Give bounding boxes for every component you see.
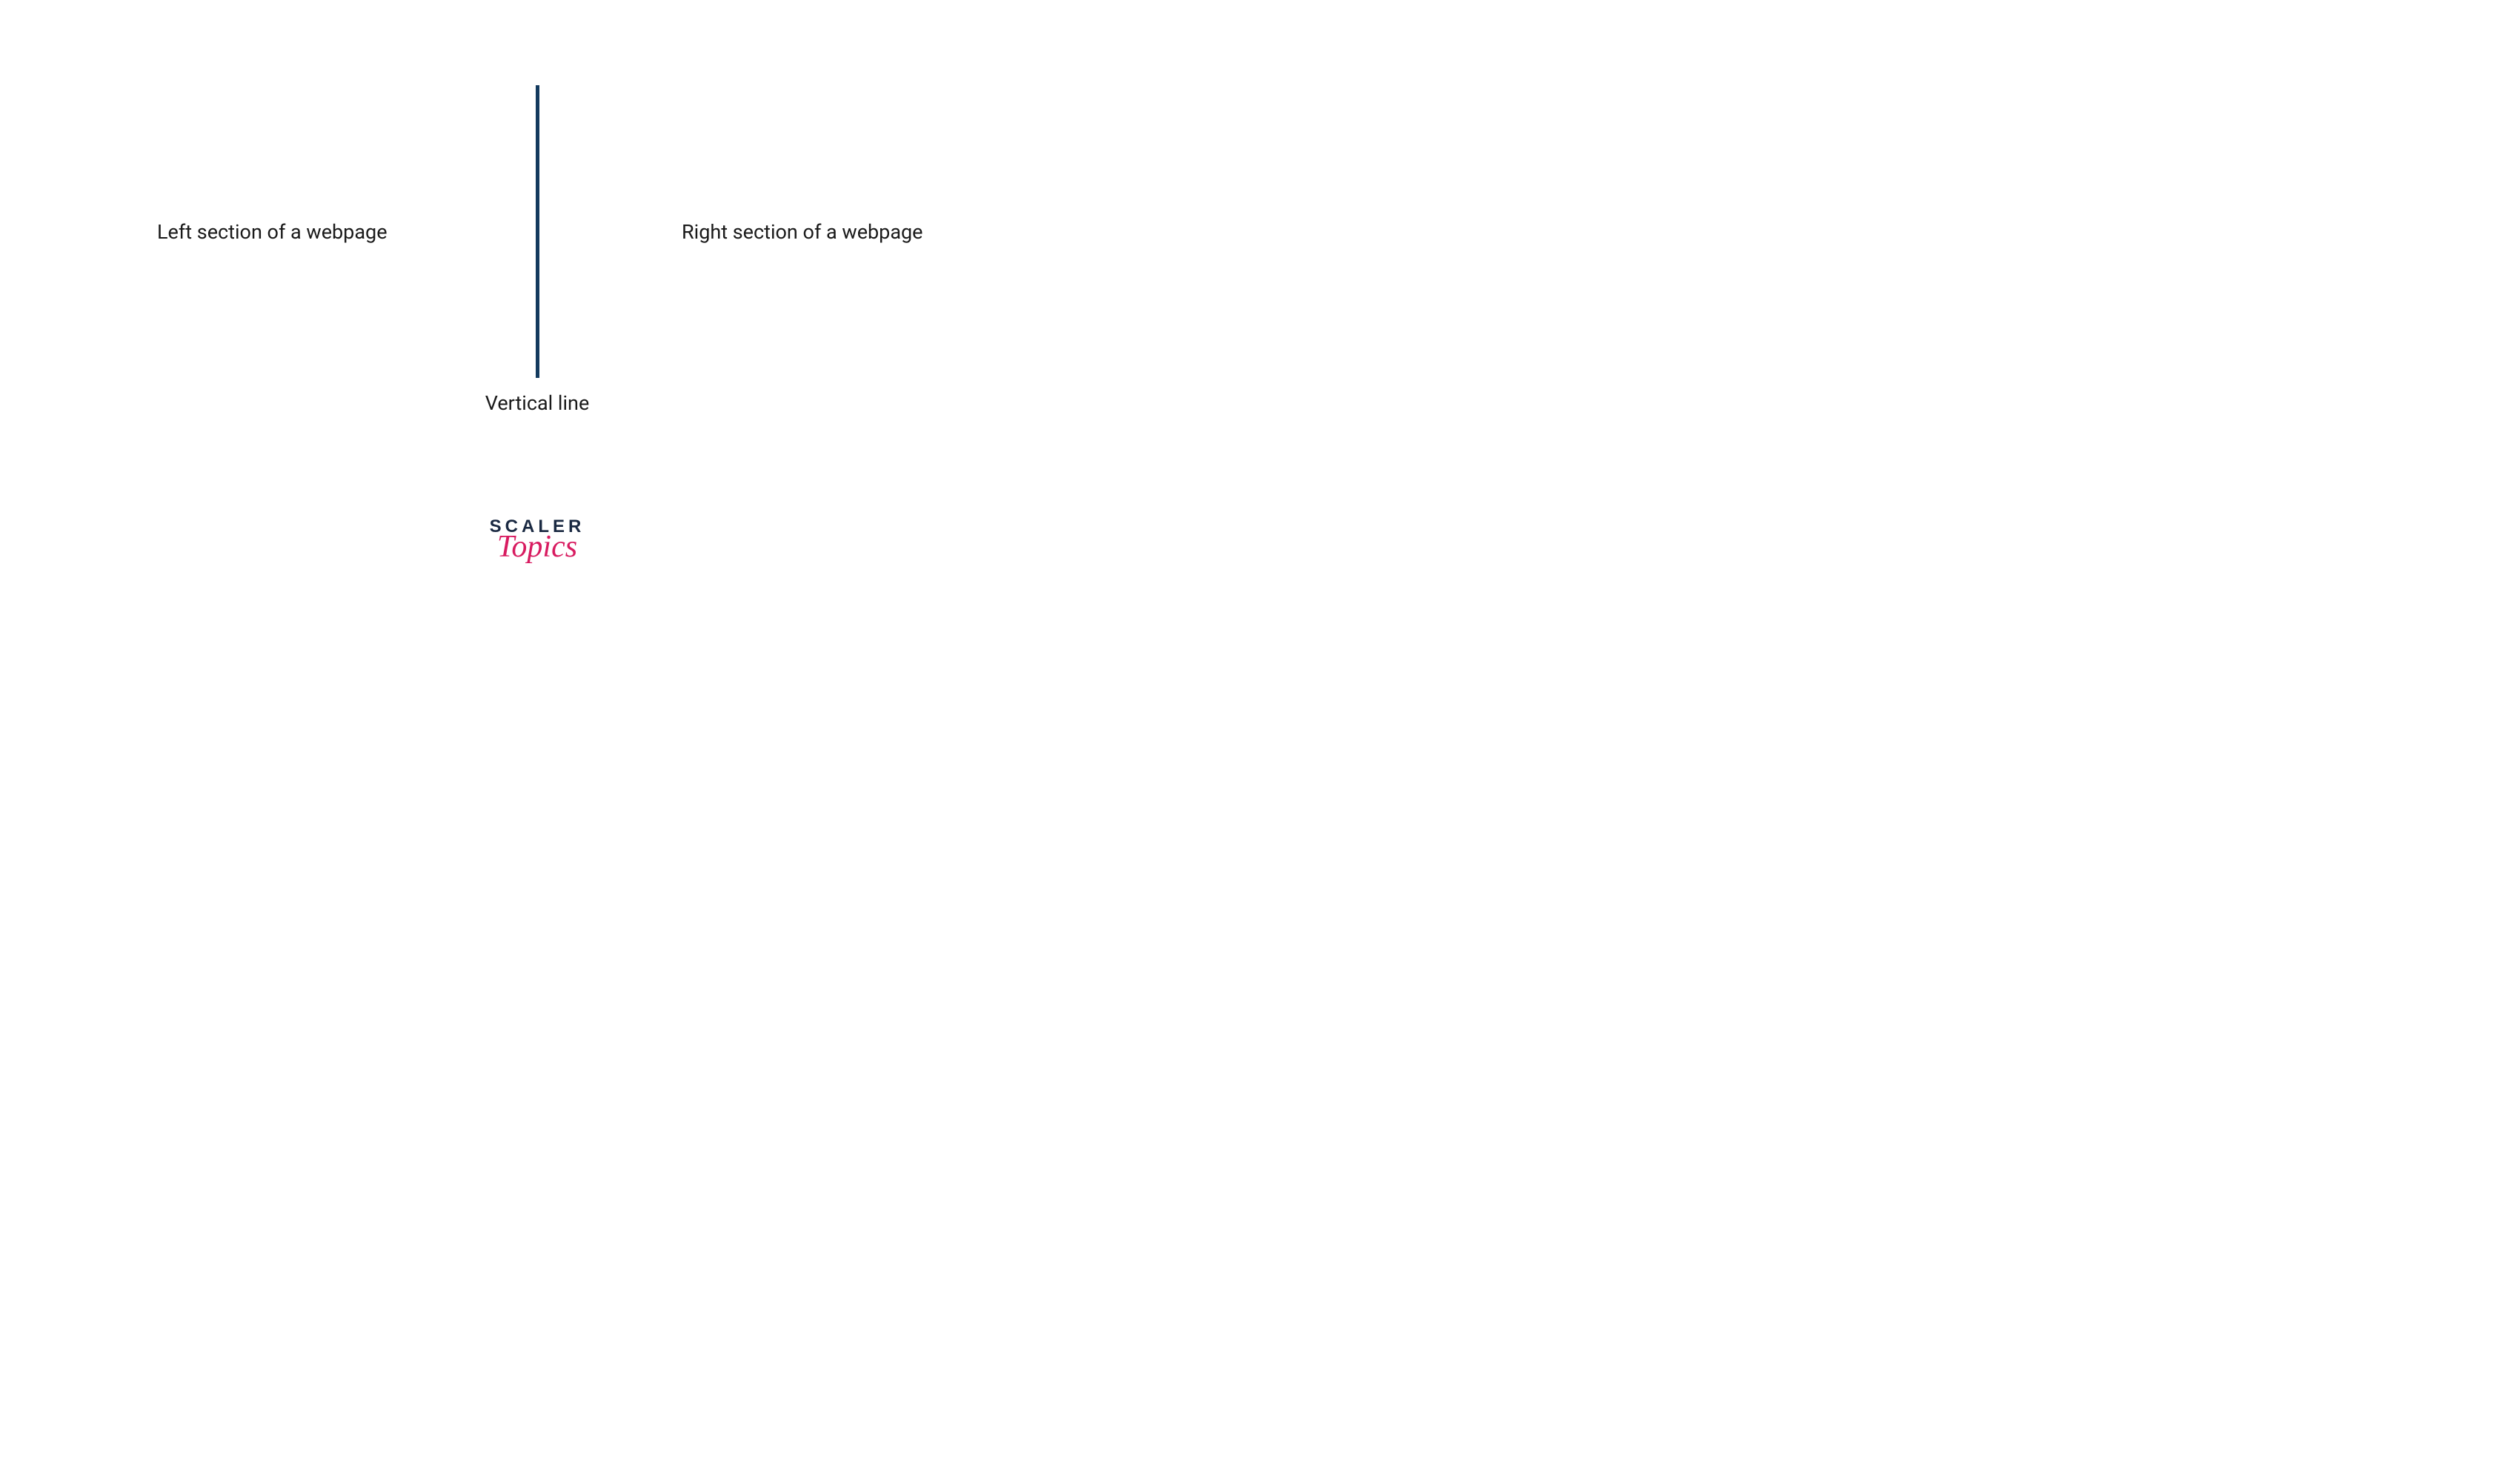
scaler-topics-logo: SCALER Topics (490, 516, 585, 562)
sections-row: Left section of a webpage Right section … (0, 85, 1074, 378)
logo-brand-bottom: Topics (497, 531, 577, 562)
diagram-container: Left section of a webpage Right section … (0, 85, 1074, 415)
right-section: Right section of a webpage (539, 85, 1066, 378)
left-section: Left section of a webpage (9, 85, 536, 378)
left-section-label: Left section of a webpage (157, 220, 388, 244)
right-section-label: Right section of a webpage (682, 220, 923, 244)
diagram-caption: Vertical line (485, 391, 590, 415)
